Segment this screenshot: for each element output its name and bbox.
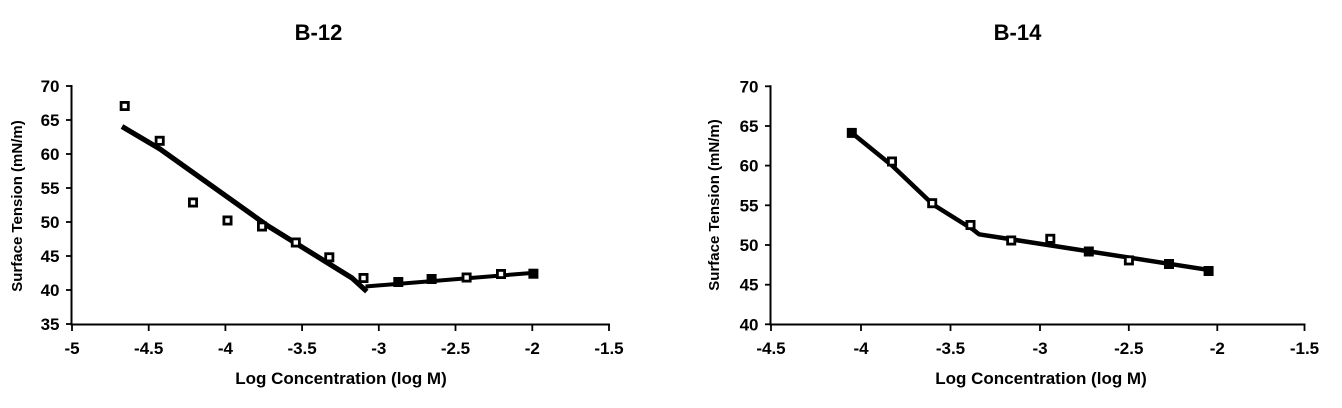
svg-text:65: 65: [41, 111, 60, 130]
svg-text:B-14: B-14: [994, 20, 1042, 45]
svg-text:60: 60: [740, 157, 759, 176]
svg-text:-4.5: -4.5: [134, 339, 163, 358]
svg-text:-3: -3: [371, 339, 386, 358]
svg-text:-4: -4: [853, 339, 869, 358]
svg-text:-2.5: -2.5: [441, 339, 470, 358]
svg-text:Surface Tension (mN/m): Surface Tension (mN/m): [706, 119, 723, 290]
svg-text:50: 50: [740, 236, 759, 255]
svg-text:-3: -3: [1032, 339, 1047, 358]
svg-text:-4.5: -4.5: [756, 339, 785, 358]
svg-text:B-12: B-12: [295, 20, 343, 45]
svg-text:40: 40: [41, 281, 60, 300]
svg-text:55: 55: [740, 196, 759, 215]
svg-text:50: 50: [41, 213, 60, 232]
svg-text:-1.5: -1.5: [594, 339, 623, 358]
svg-text:-1.5: -1.5: [1290, 339, 1319, 358]
svg-text:70: 70: [740, 77, 759, 96]
svg-text:45: 45: [740, 276, 759, 295]
svg-text:45: 45: [41, 247, 60, 266]
svg-text:40: 40: [740, 315, 759, 334]
svg-text:70: 70: [41, 77, 60, 96]
svg-text:Log Concentration (log M): Log Concentration (log M): [235, 369, 447, 388]
svg-text:-5: -5: [64, 339, 79, 358]
svg-text:-4: -4: [218, 339, 234, 358]
svg-text:Surface Tension (mN/m): Surface Tension (mN/m): [9, 120, 26, 291]
svg-text:-2: -2: [525, 339, 540, 358]
svg-text:-3.5: -3.5: [287, 339, 316, 358]
svg-text:55: 55: [41, 179, 60, 198]
svg-text:35: 35: [41, 315, 60, 334]
svg-text:-2.5: -2.5: [1114, 339, 1143, 358]
svg-text:Log Concentration (log M): Log Concentration (log M): [935, 369, 1147, 388]
svg-text:65: 65: [740, 117, 759, 136]
svg-text:-3.5: -3.5: [936, 339, 965, 358]
svg-text:60: 60: [41, 145, 60, 164]
svg-text:-2: -2: [1210, 339, 1225, 358]
